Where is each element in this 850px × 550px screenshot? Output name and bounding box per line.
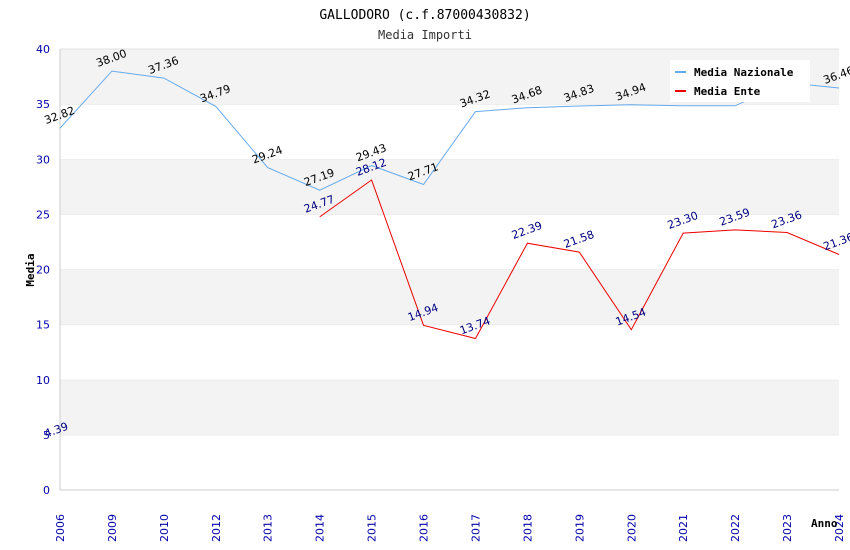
series-lines (59, 70, 840, 340)
x-tick-label: 2013 (262, 514, 275, 542)
chart-title: GALLODORO (c.f.87000430832) (319, 8, 530, 23)
y-tick-label: 40 (36, 43, 50, 56)
grid-band (60, 379, 839, 435)
x-tick-label: 2023 (781, 514, 794, 542)
y-tick-label: 20 (36, 264, 50, 277)
x-axis-label: Anno (811, 517, 838, 530)
x-tick-label: 2021 (677, 514, 690, 542)
grid-band (60, 269, 839, 325)
legend: Media Nazionale Media Ente (670, 60, 810, 102)
x-tick-label: 2019 (573, 514, 586, 542)
y-tick-label: 35 (36, 98, 50, 111)
x-tick-label: 2018 (521, 514, 534, 542)
y-ticks: 0 5 10 15 20 25 30 35 40 (36, 43, 50, 497)
x-tick-label: 2012 (210, 514, 223, 542)
y-tick-label: 25 (36, 208, 50, 221)
grid-band (60, 104, 839, 160)
x-tick-label: 2020 (625, 514, 638, 542)
x-tick-label: 2017 (469, 514, 482, 542)
chart-subtitle: Media Importi (378, 28, 472, 42)
legend-box (670, 60, 810, 102)
grid-bands (60, 48, 839, 490)
grid-band (60, 324, 839, 380)
x-tick-label: 2010 (158, 514, 171, 542)
x-tick-label: 2024 (833, 514, 846, 542)
y-tick-label: 30 (36, 153, 50, 166)
legend-label: Media Nazionale (694, 66, 794, 79)
x-tick-label: 2006 (54, 514, 67, 542)
x-tick-label: 2016 (418, 514, 431, 542)
series-line-media-ente (319, 179, 840, 340)
x-tick-label: 2009 (106, 514, 119, 542)
x-tick-label: 2015 (366, 514, 379, 542)
y-tick-label: 10 (36, 374, 50, 387)
series-line-media-nazionale (59, 70, 840, 191)
grid-band (60, 434, 839, 490)
x-ticks: 2006 2009 2010 2012 2013 2014 2015 2016 2017 2018… (54, 514, 846, 542)
y-tick-label: 0 (43, 484, 50, 497)
grid-band (60, 214, 839, 270)
y-tick-label: 15 (36, 319, 50, 332)
legend-label: Media Ente (694, 85, 761, 98)
y-axis-label: Media (24, 253, 37, 286)
x-tick-label: 2014 (314, 514, 327, 542)
grid-band (60, 159, 839, 215)
x-tick-label: 2022 (729, 514, 742, 542)
y-tick-label: 5 (43, 429, 50, 442)
